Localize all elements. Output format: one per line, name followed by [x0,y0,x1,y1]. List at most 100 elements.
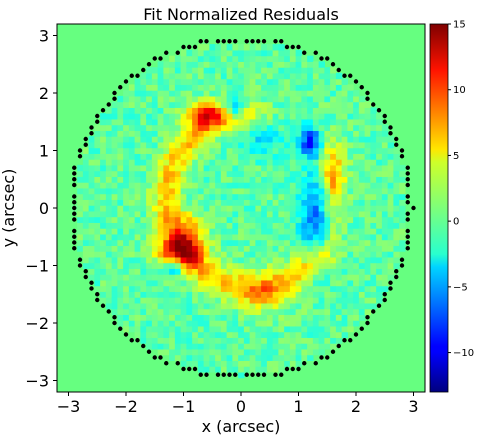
heatmap-cell [151,331,159,338]
heatmap-cell [105,113,113,120]
heatmap-cell [364,182,371,189]
heatmap-cell [94,153,101,160]
heatmap-cell [295,205,302,212]
heatmap-cell [399,187,406,195]
heatmap-cell [255,354,262,361]
heatmap-cell [312,337,320,344]
heatmap-cell [169,118,176,126]
heatmap-cell [272,262,279,269]
heatmap-cell [226,216,233,223]
heatmap-cell [192,182,199,189]
heatmap-cell [186,49,193,57]
heatmap-cell [289,72,297,80]
heatmap-cell [123,268,130,275]
heatmap-cell [174,182,182,189]
heatmap-cell [192,84,199,91]
heatmap-cell [146,147,153,154]
heatmap-cell [261,95,268,103]
heatmap-cell [157,308,164,315]
heatmap-cell [399,170,406,177]
heatmap-cell [341,78,348,85]
heatmap-cell [289,113,297,120]
heatmap-cell [117,182,124,189]
heatmap-cell [163,136,170,143]
heatmap-cell [232,222,239,229]
heatmap-cell [220,193,228,200]
heatmap-cell [128,279,136,287]
heatmap-cell [255,159,262,166]
heatmap-cell [105,285,113,292]
heatmap-cell [88,147,95,154]
heatmap-cell [249,130,256,137]
heatmap-cell [330,302,337,310]
mask-border-dot [95,292,100,297]
heatmap-cell [238,124,245,131]
heatmap-cell [157,245,164,252]
heatmap-cell [123,216,130,223]
mask-border-dot [112,90,117,96]
heatmap-cell [157,95,164,103]
mask-border-dot [72,246,77,251]
heatmap-cell [180,78,187,85]
heatmap-cell [381,187,389,195]
heatmap-cell [169,113,176,120]
heatmap-cell [215,55,222,62]
heatmap-cell [140,285,147,292]
heatmap-cell [330,193,337,200]
heatmap-cell [335,141,343,149]
heatmap-cell [151,297,159,304]
heatmap-cell [151,113,159,120]
heatmap-cell [278,343,285,350]
heatmap-cell [134,187,141,195]
heatmap-cell [163,245,170,252]
heatmap-cell [157,118,164,126]
heatmap-cell [307,159,314,166]
heatmap-cell [364,118,371,126]
heatmap-cell [284,285,291,292]
heatmap-cell [105,153,113,160]
heatmap-cell [117,222,124,229]
heatmap-cell [358,210,366,218]
heatmap-cell [399,222,406,229]
heatmap-cell [226,101,233,108]
heatmap-cell [330,187,337,195]
heatmap-cell [169,314,176,321]
heatmap-cell [272,124,279,131]
heatmap-cell [111,141,118,149]
heatmap-cell [203,61,210,68]
heatmap-cell [353,113,360,120]
heatmap-cell [134,268,141,275]
heatmap-cell [151,205,159,212]
heatmap-cell [284,95,291,103]
heatmap-cell [330,222,337,229]
heatmap-cell [232,291,239,298]
heatmap-cell [255,210,262,218]
heatmap-cell [180,84,187,91]
heatmap-cell [238,268,245,275]
heatmap-cell [335,187,343,195]
heatmap-cell [151,118,159,126]
heatmap-cell [151,308,159,315]
mask-border-dot [215,372,221,377]
heatmap-cell [324,331,331,338]
heatmap-cell [100,164,107,172]
heatmap-cell [203,90,210,97]
heatmap-cell [197,90,205,97]
heatmap-cell [312,147,320,154]
heatmap-cell [128,84,136,91]
heatmap-cell [312,118,320,126]
heatmap-cell [266,164,274,172]
heatmap-cell [341,107,348,114]
heatmap-cell [146,245,153,252]
heatmap-cell [111,118,118,126]
heatmap-cell [324,297,331,304]
heatmap-cell [324,153,331,160]
heatmap-cell [100,268,107,275]
heatmap-cell [370,228,377,235]
heatmap-cell [301,279,308,287]
heatmap-cell [272,337,279,344]
heatmap-cell [111,308,118,315]
heatmap-cell [88,239,95,246]
heatmap-cell [105,251,113,258]
heatmap-cell [284,297,291,304]
